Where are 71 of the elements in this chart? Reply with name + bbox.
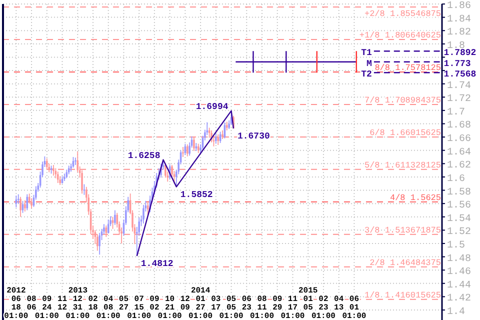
data-label: 1.5852 — [180, 190, 213, 200]
y-tick-label: 1.68 — [447, 120, 472, 132]
y-tick-label: 1.84 — [447, 14, 472, 26]
ref-line-label: 8/8 1.7578125 — [374, 62, 441, 73]
x-tick-label: 06 18 01:00 — [4, 295, 28, 320]
x-tick-label: 02 18 — [88, 295, 98, 312]
data-label: 1.773 — [444, 58, 471, 69]
candlestick — [17, 194, 20, 204]
data-label: 1.6730 — [237, 131, 270, 142]
candlestick — [226, 122, 228, 130]
y-tick-label: 1.44 — [447, 280, 472, 292]
x-tick-label: 08 11 01:00 — [250, 295, 274, 320]
y-tick-label: 1.62 — [447, 160, 472, 172]
x-tick-label: 03 17 — [211, 295, 221, 312]
x-tick-label: 11 12 — [57, 295, 68, 312]
data-label: 1.4812 — [140, 258, 174, 269]
y-tick-label: 1.82 — [447, 28, 472, 39]
candlestick — [24, 200, 26, 212]
x-tick-label: 01 05 — [303, 295, 314, 312]
y-tick-label: 1.5 — [447, 240, 466, 252]
x-tick-label: 09 29 — [272, 295, 282, 312]
ref-line-label: 4/8 1.5625 — [390, 192, 441, 203]
x-tick-label: 09 02 — [150, 295, 160, 312]
y-tick-label: 1.6 — [447, 174, 466, 185]
data-label: 1.6258 — [128, 150, 160, 161]
y-tick-label: 1.58 — [447, 187, 472, 198]
y-tick-label: 1.52 — [447, 227, 472, 238]
x-tick-label: 12 31 01:00 — [66, 295, 90, 320]
ref-line-label: +1/8 1.806640625 — [359, 30, 441, 40]
x2-tick-label: 2014 — [190, 286, 210, 296]
x-tick-label: 09 24 01:00 — [34, 295, 60, 320]
y-tick-label: 1.54 — [447, 214, 472, 225]
ref-line-label: 5/8 1.611328125 — [364, 160, 441, 170]
x-tick-label: 07 15 01:00 — [127, 295, 152, 320]
y-tick-label: 1.4 — [447, 307, 466, 318]
x-tick-label: 12 09 — [180, 295, 190, 312]
data-label: 1.7568 — [444, 70, 476, 80]
x2-tick-label: 2012 — [6, 286, 26, 296]
data-label: 1.6994 — [196, 102, 229, 112]
candlestick — [182, 147, 184, 157]
x-tick-label: 04 13 — [334, 295, 344, 312]
x-tick-label: 06 23 — [242, 295, 252, 312]
x-tick-label: 06 01 01:00 — [342, 295, 366, 320]
series-label: M — [366, 58, 372, 69]
ref-line-label: 7/8 1.708984375 — [364, 95, 441, 106]
ref-line-label: 3/8 1.513671875 — [364, 225, 441, 236]
x-tick-label: 11 17 01:00 — [280, 295, 305, 320]
candlestick — [74, 158, 76, 165]
x-tick-label: 08 06 — [26, 295, 37, 312]
x-tick-label: 05 05 01:00 — [219, 295, 244, 320]
candlestick — [64, 174, 66, 181]
x2-tick-label: 2013 — [68, 286, 88, 296]
x2-tick-label: 2015 — [298, 286, 318, 296]
y-tick-label: 1.86 — [447, 1, 472, 12]
series-label: T2 — [361, 70, 372, 80]
y-tick-label: 1.46 — [447, 267, 472, 278]
ref-line-label: 1/8 1.416015625 — [364, 290, 441, 300]
y-tick-label: 1.74 — [447, 80, 472, 92]
ref-line-label: 2/8 1.46484375 — [370, 258, 441, 268]
y-tick-label: 1.66 — [447, 134, 472, 146]
x-tick-label: 01 27 01:00 — [188, 295, 213, 320]
y-tick-label: 1.7 — [447, 107, 466, 118]
series-label: T1 — [361, 48, 373, 58]
y-tick-label: 1.72 — [447, 94, 472, 106]
y-tick-label: 1.48 — [447, 254, 472, 265]
y-tick-label: 1.56 — [447, 200, 472, 212]
ref-line-label: 6/8 1.66015625 — [370, 128, 441, 138]
y-tick-label: 1.64 — [447, 147, 472, 158]
x-tick-label: 05 27 — [118, 295, 129, 312]
y-tick-label: 1.42 — [447, 294, 472, 305]
ref-line-label: +2/8 1.85546875 — [364, 9, 441, 20]
